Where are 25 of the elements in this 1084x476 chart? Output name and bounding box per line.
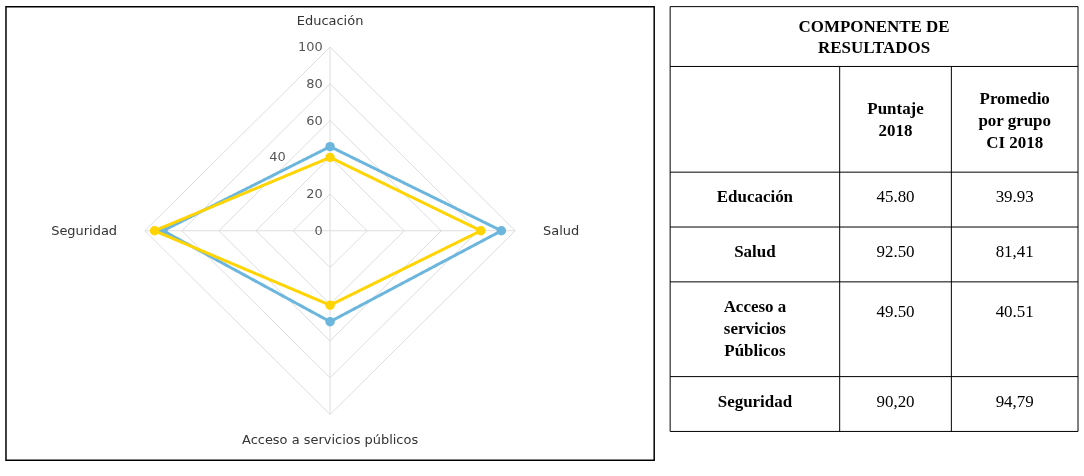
y-tick-label: 80 (306, 75, 323, 91)
spoke-label: Seguridad (51, 222, 118, 238)
text: 90,20 (876, 391, 915, 411)
text: 45.80 (876, 187, 915, 207)
category-label: Salud (734, 241, 776, 261)
text: 81,41 (995, 241, 1034, 261)
text: 92.50 (876, 241, 915, 261)
y-tick-label: 40 (269, 149, 286, 165)
text: 39.93 (995, 187, 1034, 207)
spoke-label: Educación (296, 13, 364, 29)
category-label: Educación (716, 187, 794, 207)
y-tick-label: 100 (297, 39, 323, 55)
category-label: Puntaje 2018 (867, 99, 925, 141)
y-tick-label: 0 (314, 222, 323, 238)
spoke-label: Salud (543, 222, 580, 238)
y-tick-label: 60 (306, 112, 323, 128)
category-label: Promedio por grupo CI 2018 (978, 89, 1052, 153)
y-tick-label: 20 (306, 185, 323, 201)
text: 40.51 (995, 301, 1034, 321)
text: COMPONENTE DE RESULTADOS (798, 16, 950, 58)
text: 49.50 (876, 301, 915, 321)
category-label: Acceso a servicios Públicos (723, 296, 787, 360)
text: 94,79 (995, 391, 1034, 411)
spoke-label: Acceso a servicios públicos (242, 432, 419, 448)
category-label: Seguridad (717, 391, 793, 411)
